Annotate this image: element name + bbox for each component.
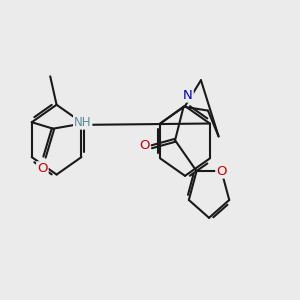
Text: O: O	[139, 139, 149, 152]
Text: N: N	[183, 88, 193, 102]
Text: O: O	[216, 165, 227, 178]
Text: O: O	[37, 162, 48, 175]
Text: NH: NH	[74, 116, 92, 129]
